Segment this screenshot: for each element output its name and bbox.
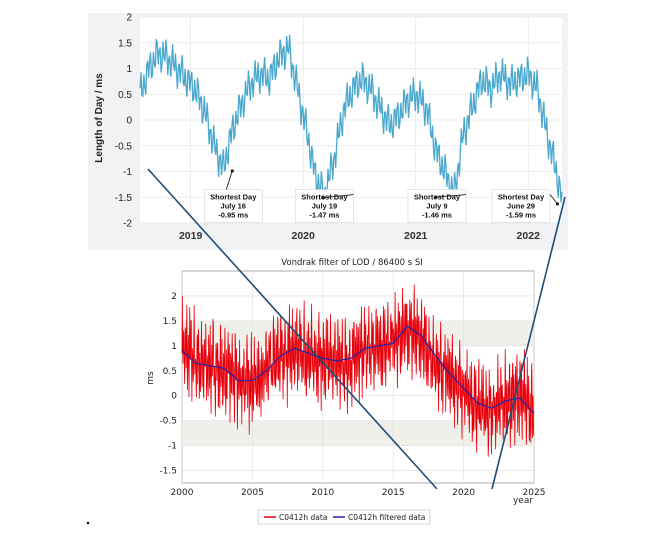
annotation-text: July 19: [312, 202, 337, 211]
top-x-tick-label: 2019: [179, 230, 203, 242]
top-chart-y-axis-label: Length of Day / ms: [94, 73, 105, 163]
top-chart-y-ticks: 2 1.5 1 0.5 0 -0.5 -1 -1.5 -2: [115, 13, 133, 230]
annotation-text: June 29: [507, 202, 535, 211]
bottom-x-tick-label: 2025: [523, 488, 546, 498]
bottom-y-tick-label: 0: [171, 392, 177, 402]
top-chart: 2 1.5 1 0.5 0 -0.5 -1 -1.5 -2 2019 2020 2021 2022 L…: [88, 13, 568, 250]
annotation-arrowhead: [555, 202, 560, 206]
annotation-box: [295, 189, 354, 223]
annotation-text: -1.59 ms: [506, 211, 536, 220]
bottom-chart-title: Vondrak filter of LOD / 86400 s SI: [281, 258, 423, 268]
top-y-tick-label: 1.5: [118, 38, 132, 49]
top-y-tick-label: -2: [123, 219, 132, 230]
legend-data-label: C0412h data: [279, 513, 327, 522]
bottom-y-tick-label: 1.5: [163, 317, 177, 327]
bottom-chart: Vondrak filter of LOD / 86400 s SI 2 1.5 1…: [146, 258, 546, 525]
annotation-arrowhead: [230, 169, 234, 173]
top-y-tick-label: -1.5: [115, 193, 133, 204]
bottom-y-tick-label: 1: [171, 342, 177, 352]
top-x-tick-label: 2020: [291, 230, 315, 242]
annotation-text: July 16: [221, 202, 246, 211]
bottom-chart-legend: C0412h data C0412h filtered data: [257, 509, 431, 525]
annotation-text: -1.46 ms: [422, 211, 452, 220]
annotation-arrow: [323, 194, 354, 199]
annotation-arrowhead: [434, 195, 438, 199]
bottom-chart-y-axis-label: ms: [146, 371, 156, 385]
annotation-text: July 9: [426, 202, 447, 211]
bottom-x-tick-label: 2020: [452, 488, 475, 498]
bottom-y-tick-label: -0.5: [159, 417, 177, 427]
bottom-y-tick-label: 0.5: [163, 367, 177, 377]
bottom-chart-x-ticks: 2000 2005 2010 2015 2020 2025: [171, 488, 546, 498]
bottom-x-tick-label: 2000: [171, 488, 194, 498]
top-y-tick-label: 1: [126, 64, 132, 75]
annotation-text: -1.47 ms: [309, 211, 339, 220]
zoom-connector-right: [491, 196, 566, 490]
top-y-tick-label: 0: [126, 116, 132, 127]
top-x-tick-label: 2021: [404, 230, 428, 242]
zoom-connector-left: [147, 168, 438, 490]
top-y-tick-label: -0.5: [115, 141, 133, 152]
annotation-arrowhead: [321, 196, 326, 200]
top-y-tick-label: 2: [126, 13, 132, 24]
bullet-dot: [86, 521, 90, 525]
bottom-x-tick-label: 2010: [311, 488, 334, 498]
top-y-tick-label: -1: [123, 167, 132, 178]
bottom-y-tick-label: -1.5: [159, 467, 177, 477]
bottom-y-tick-label: -1: [168, 442, 177, 452]
top-x-tick-label: 2022: [517, 230, 541, 242]
top-chart-x-ticks: 2019 2020 2021 2022: [179, 230, 540, 242]
annotation-text: Shortest Day: [498, 193, 545, 202]
annotation-arrow: [435, 194, 467, 198]
annotation-text: Shortest Day: [210, 193, 257, 202]
annotation-arrow: [225, 170, 233, 190]
annotation-arrow: [549, 194, 558, 205]
bottom-chart-filtered-line: [181, 325, 535, 414]
annotation-box: [491, 189, 551, 223]
top-chart-lod-line: [139, 34, 563, 203]
bottom-y-tick-label: 2: [171, 292, 177, 302]
bottom-chart-data-line: [181, 284, 535, 457]
legend-filtered-label: C0412h filtered data: [348, 513, 425, 522]
bottom-x-tick-label: 2005: [241, 488, 264, 498]
bottom-x-tick-label: 2015: [382, 488, 405, 498]
top-y-tick-label: 0.5: [118, 90, 132, 101]
annotation-box: [204, 189, 263, 223]
bottom-chart-x-axis-label: year: [513, 496, 533, 506]
bottom-chart-y-ticks: 2 1.5 1 0.5 0 -0.5 -1 -1.5: [159, 292, 177, 477]
annotation-text: -0.95 ms: [218, 211, 248, 220]
